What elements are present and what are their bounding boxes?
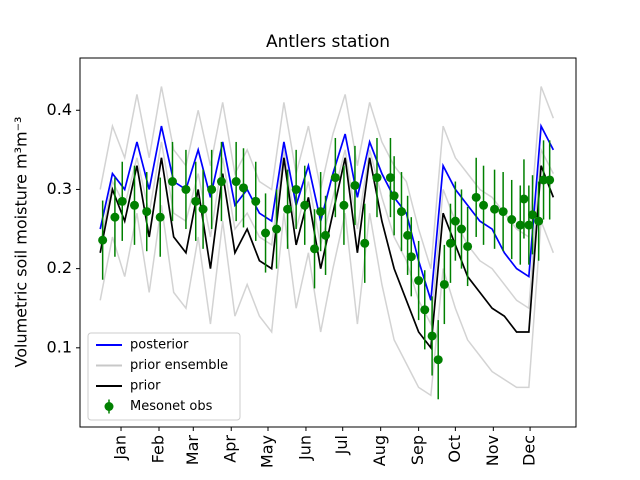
obs-point: [117, 196, 127, 206]
obs-point: [167, 177, 177, 187]
obs-point: [524, 220, 534, 230]
y-tick-label: 0.4: [47, 100, 72, 119]
obs-point: [396, 207, 406, 217]
obs-point: [545, 175, 555, 185]
x-tick-label: Jun: [295, 435, 314, 461]
obs-point: [129, 200, 139, 210]
obs-point: [471, 192, 481, 202]
obs-point: [456, 224, 466, 234]
legend-box: [87, 332, 241, 421]
obs-point: [155, 212, 165, 222]
chart-title: Antlers station: [266, 32, 390, 52]
y-tick-label: 0.3: [47, 179, 72, 198]
x-tick-label: Aug: [370, 435, 389, 466]
ensemble-line: [99, 205, 555, 397]
obs-point: [98, 235, 108, 245]
ensemble-line: [99, 141, 555, 327]
obs-point: [300, 200, 310, 210]
obs-point: [403, 230, 413, 240]
obs-point: [339, 200, 349, 210]
obs-point: [519, 194, 529, 204]
obs-point: [385, 173, 395, 183]
obs-point: [321, 230, 331, 240]
ensemble-line: [99, 86, 555, 269]
obs-point: [420, 305, 430, 315]
obs-point: [427, 331, 437, 341]
legend-label: prior: [130, 379, 161, 394]
obs-point: [142, 207, 152, 217]
plot-area: [98, 86, 555, 400]
x-tick-label: Jan: [111, 435, 130, 461]
y-axis-label: Volumetric soil moisture m³m⁻³: [12, 117, 31, 368]
obs-point: [198, 204, 208, 214]
legend-label: Mesonet obs: [130, 399, 213, 414]
y-tick-label: 0.1: [47, 337, 72, 356]
obs-point: [110, 212, 120, 222]
obs-point: [207, 184, 217, 194]
legend-label: posterior: [130, 338, 189, 353]
obs-point: [216, 177, 226, 187]
x-tick-label: Feb: [148, 435, 167, 463]
obs-point: [181, 184, 191, 194]
obs-point: [389, 191, 399, 201]
obs-point: [291, 184, 301, 194]
x-tick-label: Nov: [483, 435, 502, 466]
x-tick-label: Jul: [332, 435, 351, 455]
obs-point: [191, 196, 201, 206]
x-tick-label: Dec: [520, 435, 539, 466]
x-tick-label: Sep: [408, 435, 427, 465]
obs-point: [272, 224, 282, 234]
obs-point: [406, 252, 416, 262]
obs-point: [439, 279, 449, 289]
obs-point: [310, 244, 320, 254]
obs-point: [433, 355, 443, 365]
x-tick-label: Apr: [221, 435, 240, 463]
obs-point: [251, 196, 261, 206]
obs-point: [283, 204, 293, 214]
axes-frame: [79, 57, 577, 428]
series-line: [99, 123, 555, 301]
obs-point: [316, 207, 326, 217]
obs-point: [479, 200, 489, 210]
legend-swatch: [104, 402, 114, 411]
obs-point: [463, 241, 473, 251]
obs-point: [238, 183, 248, 193]
obs-point: [350, 180, 360, 190]
x-tick-label: May: [257, 435, 276, 468]
obs-point: [231, 177, 241, 187]
x-tick-label: Oct: [445, 435, 464, 463]
obs-point: [360, 238, 370, 248]
obs-point: [534, 216, 544, 226]
obs-point: [450, 216, 460, 226]
obs-point: [528, 210, 538, 220]
obs-point: [372, 173, 382, 183]
series-line: [99, 157, 555, 351]
obs-point: [507, 215, 517, 225]
legend-label: prior ensemble: [130, 358, 228, 373]
obs-point: [515, 220, 525, 230]
x-tick-label: Mar: [183, 435, 202, 466]
obs-point: [445, 238, 455, 248]
obs-point: [490, 204, 500, 214]
obs-point: [330, 173, 340, 183]
y-tick-label: 0.2: [47, 258, 72, 277]
obs-point: [414, 276, 424, 286]
obs-point: [261, 228, 271, 238]
obs-point: [498, 207, 508, 217]
